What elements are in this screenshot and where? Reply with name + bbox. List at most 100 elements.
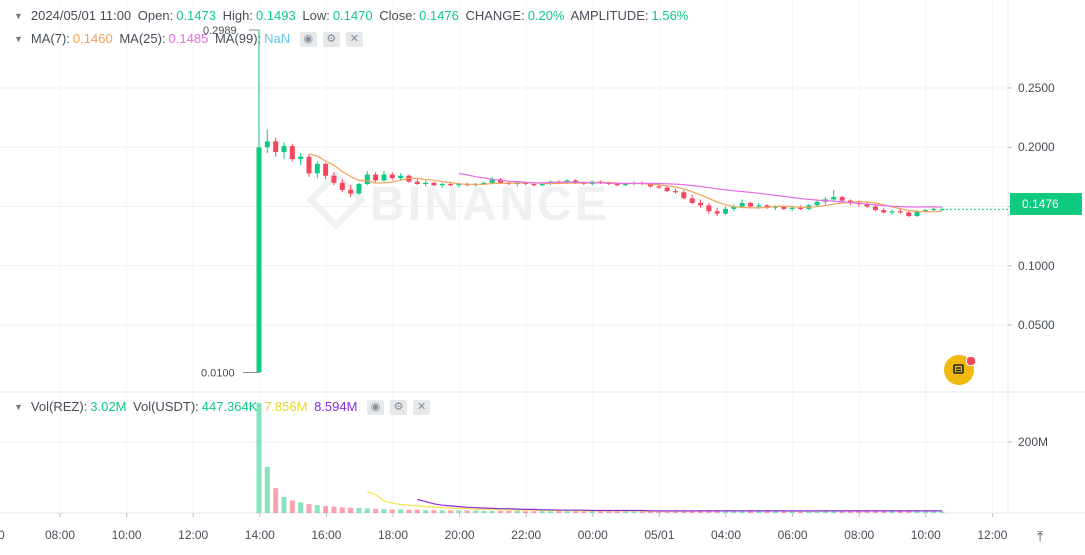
volume-bar — [922, 510, 928, 513]
candle-body-up — [914, 211, 920, 217]
ma25-label: MA(25): — [119, 31, 166, 46]
candle-body-down — [348, 189, 354, 194]
candle-body-down — [306, 156, 312, 174]
volume-bar — [747, 510, 753, 513]
volume-bar — [481, 510, 487, 513]
candle-body-up — [814, 201, 820, 206]
time-tick-label: 04:00 — [711, 528, 741, 542]
price-tick-label: 0.2000 — [1018, 140, 1055, 154]
candle-body-down — [864, 204, 870, 207]
volume-bar — [573, 511, 579, 513]
candle-body-up — [439, 184, 445, 186]
candle-body-up — [831, 197, 837, 200]
candle-body-up — [456, 184, 462, 186]
ma25-line — [458, 172, 943, 208]
volume-bar — [556, 511, 562, 513]
volume-bar — [822, 510, 828, 513]
open-value: 0.1473 — [176, 8, 216, 23]
volume-bar — [581, 511, 587, 513]
volume-bar — [506, 510, 512, 513]
volume-bar — [639, 511, 645, 513]
candle-body-down — [523, 182, 529, 185]
volume-bar — [564, 511, 570, 513]
volume-bar — [614, 511, 620, 513]
candle-body-up — [756, 205, 762, 207]
candle-body-down — [573, 180, 579, 183]
time-tick-label: 18:00 — [378, 528, 408, 542]
candle-body-up — [772, 206, 778, 208]
volume-bar — [881, 510, 887, 513]
volume-bar — [381, 509, 387, 513]
candle-body-up — [281, 146, 287, 152]
collapse-triangle-icon[interactable]: ▼ — [14, 11, 23, 21]
volume-bar — [398, 509, 404, 513]
volume-bar — [931, 510, 937, 513]
volume-bar — [373, 508, 379, 513]
volume-bar — [889, 510, 895, 513]
amplitude-label: AMPLITUDE: — [570, 8, 649, 23]
time-tick-label: 10:00 — [112, 528, 142, 542]
candle-body-down — [531, 184, 537, 186]
volume-bar — [939, 511, 945, 513]
volume-bar — [631, 511, 637, 513]
volume-legend: ▼ Vol(REZ): 3.02M Vol(USDT): 447.364K 7.856… — [14, 399, 433, 416]
candle-body-up — [922, 210, 928, 212]
volume-bar — [589, 511, 595, 513]
notification-dot — [966, 356, 976, 366]
volume-bar — [523, 511, 529, 513]
gear-icon[interactable]: ⚙ — [322, 32, 340, 48]
volume-bar — [456, 510, 462, 513]
ma-legend: ▼ MA(7): 0.1460 MA(25): 0.1485 MA(99): NaN ◉… — [14, 31, 366, 48]
time-tick-label: 00:00 — [578, 528, 608, 542]
chat-notification-icon — [953, 364, 964, 374]
volume-bar — [548, 511, 554, 513]
watermark-logo — [306, 170, 366, 230]
price-tick-label: 0.0500 — [1018, 318, 1055, 332]
volume-bar — [731, 510, 737, 513]
volume-bar — [514, 510, 520, 513]
collapse-triangle-icon[interactable]: ▼ — [14, 402, 23, 412]
volume-bar — [264, 466, 270, 513]
volume-bar — [673, 511, 678, 513]
volume-bar — [706, 510, 712, 513]
volume-bar — [298, 502, 304, 513]
collapse-triangle-icon[interactable]: ▼ — [14, 34, 23, 44]
expand-arrows-icon[interactable]: ⤒ — [1037, 528, 1044, 544]
candle-body-up — [381, 174, 387, 181]
candle-body-down — [797, 207, 803, 209]
candle-body-up — [264, 141, 270, 148]
candle-body-down — [906, 212, 912, 217]
volume-bar — [406, 509, 412, 513]
volume-bar — [806, 511, 812, 513]
vol-usdt-value: 447.364K — [201, 399, 258, 414]
volume-bar — [431, 510, 437, 513]
volume-bar — [839, 510, 845, 513]
volume-bar — [789, 511, 795, 513]
gear-icon[interactable]: ⚙ — [390, 400, 408, 416]
volume-bar — [423, 510, 429, 513]
price-tick-label: 0.1000 — [1018, 259, 1055, 273]
close-icon[interactable]: ✕ — [345, 32, 363, 48]
candle-body-down — [431, 182, 437, 186]
time-tick-label: 16:00 — [311, 528, 341, 542]
eye-icon[interactable]: ◉ — [299, 32, 317, 48]
candle-body-down — [273, 141, 279, 152]
candle-body-up — [398, 175, 404, 179]
volume-bar — [656, 511, 662, 513]
time-tick-label: 14:00 — [245, 528, 275, 542]
current-price-tag: 0.1476 — [1010, 193, 1082, 215]
ma7-value: 0.1460 — [72, 31, 113, 46]
candle-body-up — [356, 184, 362, 194]
candle-body-down — [897, 211, 903, 213]
vol-usdt-label: Vol(USDT): — [133, 399, 199, 414]
candle-body-down — [872, 206, 878, 211]
vol-ma5-value: 7.856M — [264, 399, 308, 414]
close-icon[interactable]: ✕ — [413, 400, 431, 416]
eye-icon[interactable]: ◉ — [367, 400, 385, 416]
volume-bar — [697, 510, 703, 513]
candle-body-down — [714, 211, 720, 214]
time-tick-label: 05/01 — [644, 528, 674, 542]
candle-body-down — [839, 197, 845, 201]
